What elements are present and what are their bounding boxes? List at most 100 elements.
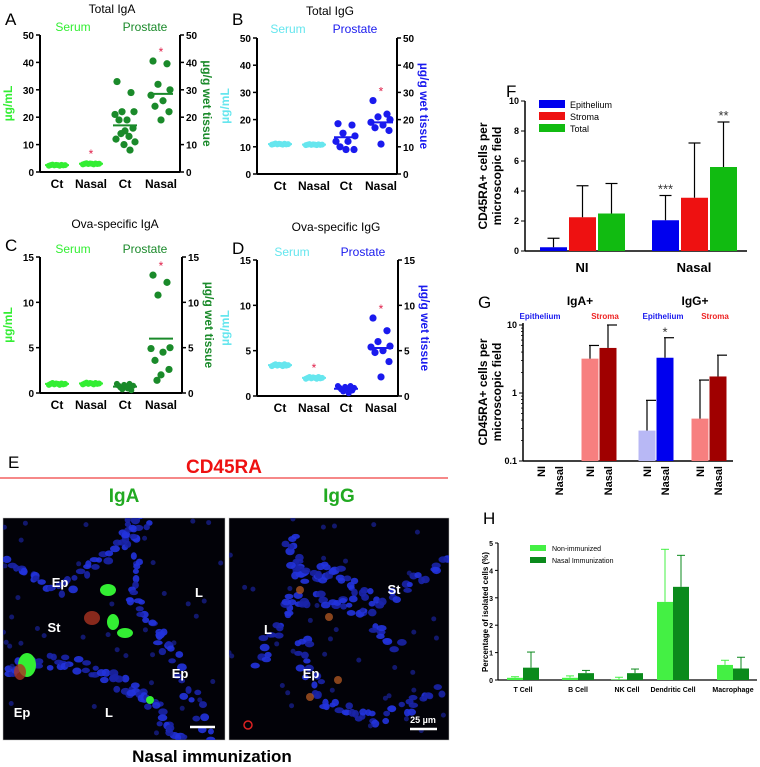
legend-label: Nasal Immunization (552, 558, 614, 565)
nucleus (334, 707, 345, 714)
nucleus (65, 662, 71, 668)
nucleus (368, 627, 378, 633)
nucleus (367, 608, 377, 617)
y-axis-label: Percentage of isolated cells (%) (481, 552, 490, 672)
data-point (165, 365, 173, 374)
region-label: Ep (303, 666, 320, 681)
data-point (151, 102, 159, 110)
x-tick-label: NI (536, 466, 548, 477)
nucleus (198, 701, 208, 708)
nucleus (331, 523, 337, 529)
nucleus (343, 710, 350, 716)
y-axis-label-left: µg/mL (1, 86, 15, 122)
nucleus (383, 710, 391, 717)
y-tick-label: 30 (240, 88, 252, 99)
nucleus (9, 614, 15, 620)
y-tick-label-right: 15 (188, 253, 200, 264)
region-label: St (48, 620, 62, 635)
nucleus (337, 577, 346, 584)
data-point (149, 57, 157, 65)
x-tick-label: Macrophage (712, 687, 753, 694)
nucleus (387, 705, 397, 713)
nucleus (229, 552, 233, 558)
y-tick-label: 5 (28, 344, 34, 355)
chart-title: Ova-specific IgG (292, 220, 381, 234)
y-tick-label-right: 30 (186, 86, 198, 97)
nucleus (3, 563, 8, 569)
nucleus (121, 674, 130, 683)
y-tick-label-right: 20 (186, 113, 198, 124)
x-tick-label: Nasal (660, 466, 672, 495)
y-tick-label: 10 (23, 141, 35, 152)
nucleus (104, 550, 114, 557)
nucleus (392, 596, 401, 604)
nucleus (386, 693, 392, 699)
subgroup-label: Stroma (701, 312, 729, 321)
y-tick-label-right: 30 (403, 88, 415, 99)
bar (638, 430, 656, 461)
nucleus (315, 570, 322, 578)
nucleus (91, 564, 100, 570)
nucleus (185, 601, 191, 607)
nucleus (18, 640, 24, 646)
nucleus (329, 702, 336, 708)
x-tick-label: Ct (51, 398, 64, 412)
nucleus (129, 589, 139, 596)
nucleus (333, 627, 339, 633)
cd45ra-positive-cell (334, 676, 342, 684)
significance-star: * (159, 259, 164, 273)
y-tick-label-right: 40 (186, 58, 198, 69)
legend-label: Non-immunized (552, 546, 601, 553)
nucleus (113, 685, 121, 693)
nucleus (279, 683, 285, 689)
nucleus (18, 537, 24, 543)
panel-letter: A (5, 10, 17, 29)
bar (581, 358, 599, 461)
y-axis-label-right: µg/g wet tissue (417, 63, 431, 150)
bar (691, 418, 709, 461)
x-tick-label: T Cell (513, 687, 532, 694)
nucleus (293, 558, 304, 565)
nucleus (284, 593, 294, 600)
x-tick-label: Dendritic Cell (650, 687, 695, 694)
x-tick-label: Nasal (713, 466, 725, 495)
bar (569, 217, 596, 251)
bar (598, 213, 625, 251)
x-tick-label: Nasal (365, 401, 397, 415)
data-point (342, 145, 350, 154)
nucleus (360, 607, 366, 613)
bar (652, 220, 679, 251)
chart-title: Ova-specific IgA (71, 217, 158, 231)
region-label: Ep (14, 705, 31, 720)
nucleus (287, 543, 295, 550)
bar (733, 668, 749, 680)
nucleus (34, 658, 44, 665)
data-point (120, 141, 128, 149)
nucleus (336, 565, 346, 572)
data-point (151, 356, 159, 364)
nucleus (414, 572, 422, 579)
nucleus (34, 625, 40, 631)
y-tick-label: 1 (512, 388, 517, 398)
data-point (166, 86, 174, 94)
nucleus (346, 610, 356, 616)
data-group (79, 379, 103, 388)
nucleus (382, 717, 390, 725)
nucleus (421, 575, 430, 584)
nucleus (206, 520, 212, 526)
y-tick-label-right: 50 (186, 31, 198, 42)
micrograph-iga (2, 517, 226, 741)
legend-label: Epithelium (570, 100, 612, 110)
nucleus (109, 669, 119, 677)
nucleus (403, 587, 412, 593)
nucleus (304, 640, 315, 648)
nucleus (350, 577, 359, 585)
panel-letter: G (478, 293, 491, 312)
nucleus (320, 561, 329, 567)
nucleus (153, 640, 163, 646)
nucleus (285, 690, 291, 696)
nucleus (317, 679, 326, 685)
nucleus (157, 714, 168, 722)
nucleus (250, 586, 256, 592)
x-tick-label: Nasal (298, 401, 330, 415)
